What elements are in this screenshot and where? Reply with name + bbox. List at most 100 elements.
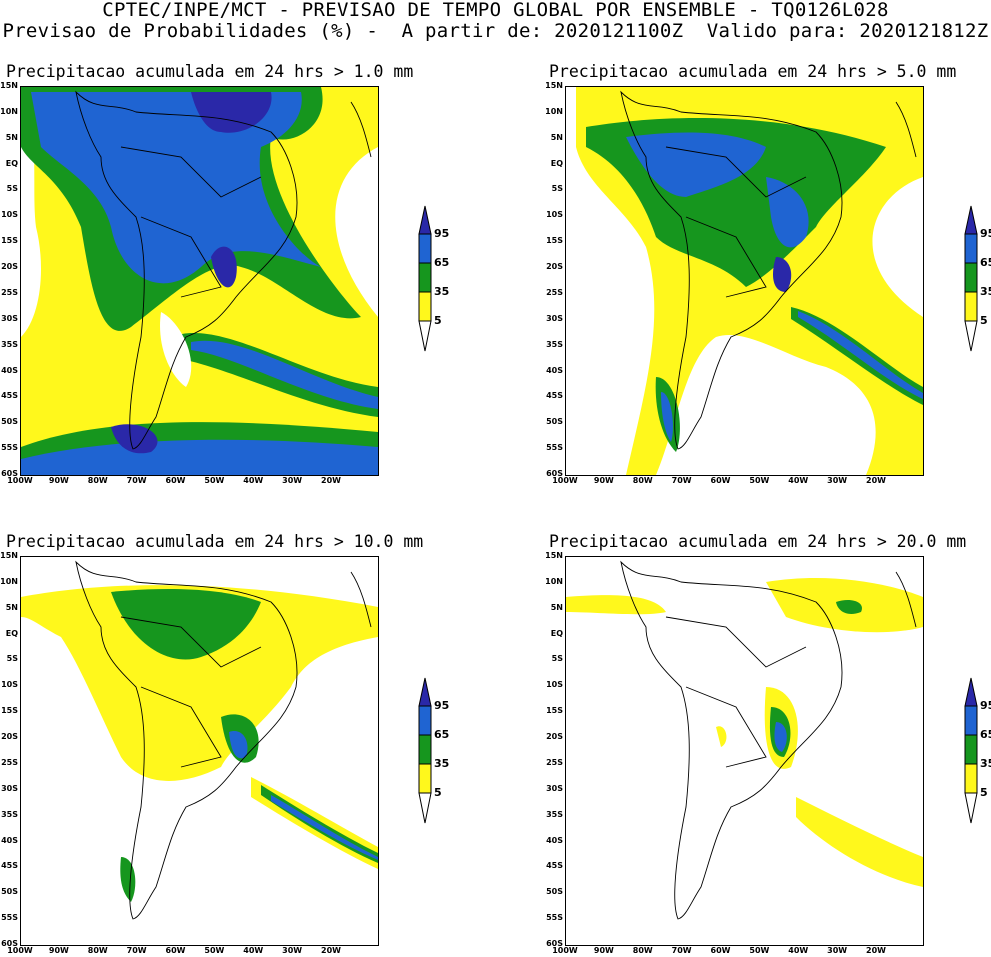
lat-label: 5S xyxy=(551,654,563,664)
lat-label: 45S xyxy=(1,861,18,871)
lat-label: 15S xyxy=(1,706,18,716)
panel-title-1: Precipitacao acumulada em 24 hrs > 1.0 m… xyxy=(6,62,414,81)
lat-label: 30S xyxy=(1,783,18,793)
lon-label: 70W xyxy=(126,946,147,955)
lon-label: 100W xyxy=(552,476,578,485)
lat-label: 40S xyxy=(546,365,563,375)
lat-label: 60S xyxy=(546,469,563,478)
lat-label: 25S xyxy=(1,287,18,297)
legend-swatch xyxy=(964,233,978,264)
continent-outline-1 xyxy=(75,90,372,450)
legend-swatch xyxy=(418,320,432,352)
legend-label: 5 xyxy=(980,786,988,799)
lat-label: EQ xyxy=(550,628,563,638)
map-1-svg xyxy=(21,87,378,475)
lon-label: 20W xyxy=(866,946,886,955)
lon-label: 30W xyxy=(827,946,848,955)
lat-label: 5N xyxy=(550,132,563,142)
lat-label: 5S xyxy=(6,654,18,664)
lon-label: 60W xyxy=(165,476,186,485)
lon-label: 60W xyxy=(710,946,731,955)
lat-label: 25S xyxy=(546,757,563,767)
lat-label: 15S xyxy=(1,236,18,246)
lon-label: 80W xyxy=(632,476,653,485)
lon-label: 40W xyxy=(243,476,264,485)
lat-label: 50S xyxy=(1,417,18,427)
panel-3: Precipitacao acumulada em 24 hrs > 10.0 … xyxy=(2,530,432,950)
lat-label: 55S xyxy=(1,443,18,453)
lat-label: 35S xyxy=(546,809,563,819)
panel-2: Precipitacao acumulada em 24 hrs > 5.0 m… xyxy=(545,60,985,480)
prob-field-4 xyxy=(566,577,923,887)
lat-label: 10S xyxy=(546,680,563,690)
panel-1: Precipitacao acumulada em 24 hrs > 1.0 m… xyxy=(2,60,432,480)
legend-swatch xyxy=(964,763,978,794)
lon-label: 60W xyxy=(165,946,186,955)
lat-label: 55S xyxy=(546,443,563,453)
lat-label: 50S xyxy=(546,887,563,897)
map-3 xyxy=(20,556,379,946)
legend-swatch xyxy=(964,205,978,235)
lon-label: 90W xyxy=(593,476,614,485)
legend-swatch xyxy=(418,233,432,264)
lat-label: 15S xyxy=(546,706,563,716)
lat-label: 10S xyxy=(1,680,18,690)
lat-label: 25S xyxy=(1,757,18,767)
lon-label: 20W xyxy=(321,476,341,485)
prob-field-1 xyxy=(21,87,378,475)
legend-label: 95 xyxy=(434,699,450,712)
lat-label: 10N xyxy=(545,576,563,586)
legend-swatch xyxy=(418,262,432,293)
header-line-2: Previsao de Probabilidades (%) - A parti… xyxy=(2,20,989,42)
lon-label: 100W xyxy=(7,946,33,955)
lat-label: 10N xyxy=(0,576,18,586)
legend-swatch xyxy=(964,320,978,352)
map-2 xyxy=(565,86,924,476)
legend-colorbar xyxy=(418,205,432,352)
lon-label: 50W xyxy=(749,946,770,955)
lat-label: 40S xyxy=(1,835,18,845)
figure-header: CPTEC/INPE/MCT - PREVISAO DE TEMPO GLOBA… xyxy=(0,0,991,42)
legend-label: 35 xyxy=(980,285,991,298)
lat-label: 35S xyxy=(546,339,563,349)
legend-1: 95 65 35 5 xyxy=(418,205,478,355)
prob-field-2 xyxy=(576,87,923,475)
legend-swatch xyxy=(964,792,978,824)
legend-swatch xyxy=(418,705,432,736)
lon-label: 80W xyxy=(87,946,108,955)
lat-label: 20S xyxy=(546,262,563,272)
legend-label: 35 xyxy=(434,757,450,770)
lat-label: 40S xyxy=(1,365,18,375)
lat-label: 30S xyxy=(1,313,18,323)
lat-label: EQ xyxy=(550,158,563,168)
lat-label: EQ xyxy=(5,158,18,168)
panel-title-3: Precipitacao acumulada em 24 hrs > 10.0 … xyxy=(6,532,424,551)
lat-label: 5S xyxy=(551,184,563,194)
legend-label: 65 xyxy=(980,256,991,269)
lon-label: 20W xyxy=(321,946,341,955)
lat-label: 5S xyxy=(6,184,18,194)
lat-label: 25S xyxy=(546,287,563,297)
header-line-1: CPTEC/INPE/MCT - PREVISAO DE TEMPO GLOBA… xyxy=(102,0,889,21)
panel-4: Precipitacao acumulada em 24 hrs > 20.0 … xyxy=(545,530,985,950)
lon-label: 30W xyxy=(827,476,848,485)
legend-colorbar xyxy=(418,677,432,824)
lon-label: 30W xyxy=(282,946,303,955)
legend-swatch xyxy=(418,291,432,322)
legend-3: 95 65 35 5 xyxy=(418,677,478,827)
lon-label: 40W xyxy=(243,946,264,955)
map-1 xyxy=(20,86,379,476)
legend-swatch xyxy=(964,705,978,736)
lat-label: 15N xyxy=(545,81,563,90)
lat-label: 10S xyxy=(546,210,563,220)
map-4 xyxy=(565,556,924,946)
lat-label: 15N xyxy=(0,551,18,560)
lat-label: 45S xyxy=(1,391,18,401)
lat-label: 45S xyxy=(546,391,563,401)
legend-4: 95 65 35 5 xyxy=(964,677,991,827)
legend-label: 65 xyxy=(980,728,991,741)
lon-label: 80W xyxy=(87,476,108,485)
lat-label: 20S xyxy=(1,262,18,272)
map-3-svg xyxy=(21,560,378,920)
legend-swatch xyxy=(418,734,432,765)
